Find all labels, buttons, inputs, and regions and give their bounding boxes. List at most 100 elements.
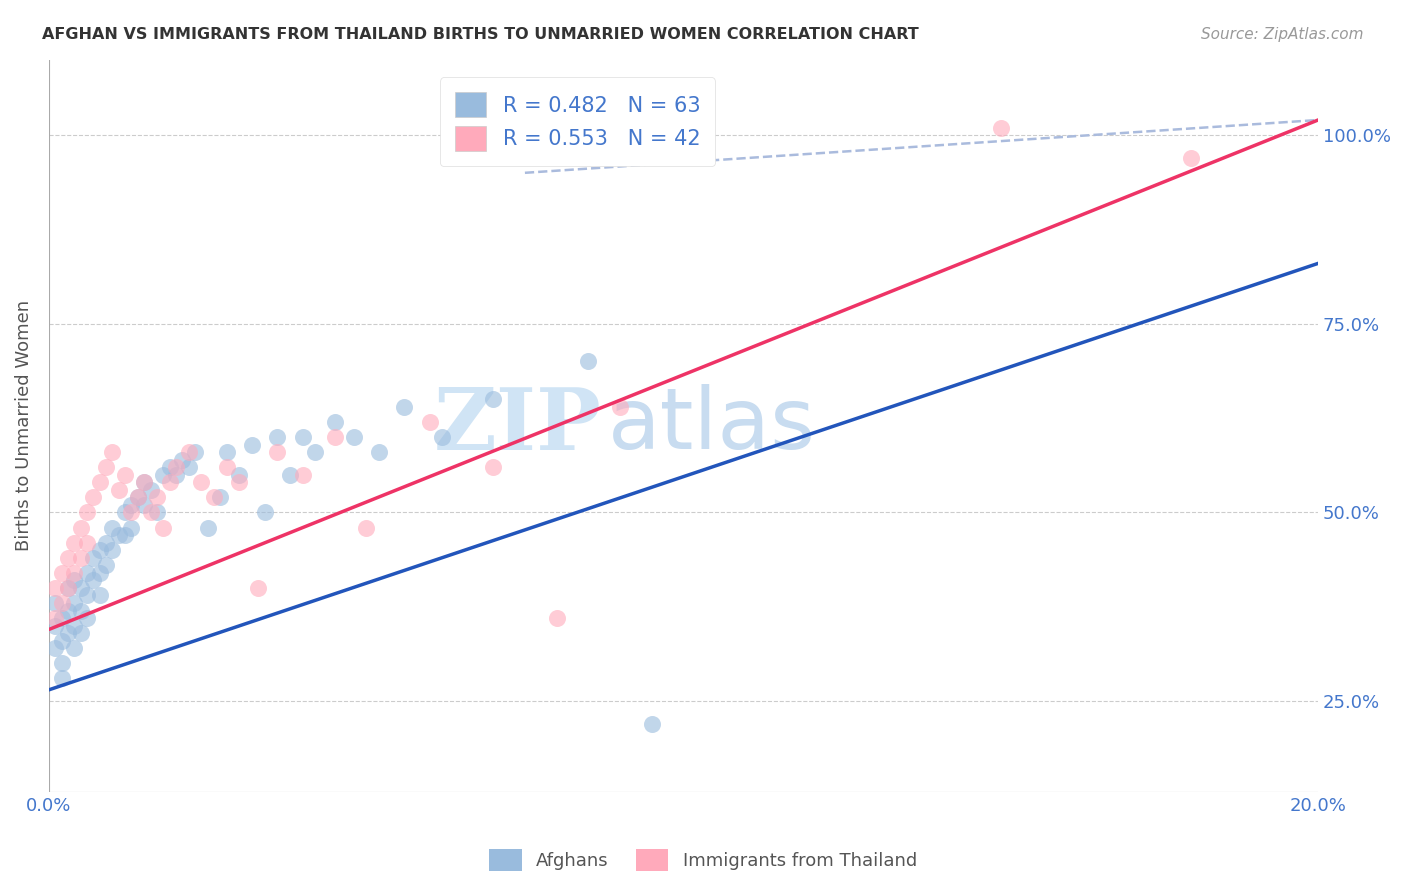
Point xyxy=(146,505,169,519)
Point xyxy=(51,657,73,671)
Point xyxy=(76,589,98,603)
Point xyxy=(94,460,117,475)
Point xyxy=(304,445,326,459)
Point xyxy=(266,445,288,459)
Point xyxy=(432,430,454,444)
Point xyxy=(63,574,86,588)
Point xyxy=(247,581,270,595)
Text: atlas: atlas xyxy=(607,384,815,467)
Point xyxy=(323,415,346,429)
Point xyxy=(127,491,149,505)
Point xyxy=(107,483,129,497)
Point xyxy=(69,550,91,565)
Point xyxy=(121,498,143,512)
Point xyxy=(291,467,314,482)
Point xyxy=(44,618,66,632)
Point xyxy=(69,603,91,617)
Point xyxy=(159,460,181,475)
Point xyxy=(253,505,276,519)
Point xyxy=(990,120,1012,135)
Point xyxy=(215,445,238,459)
Legend: R = 0.482   N = 63, R = 0.553   N = 42: R = 0.482 N = 63, R = 0.553 N = 42 xyxy=(440,78,714,166)
Point xyxy=(190,475,212,490)
Y-axis label: Births to Unmarried Women: Births to Unmarried Women xyxy=(15,300,32,551)
Point xyxy=(82,574,104,588)
Point xyxy=(101,520,124,534)
Point xyxy=(482,392,505,407)
Point xyxy=(63,618,86,632)
Point xyxy=(56,603,79,617)
Point xyxy=(278,467,301,482)
Point xyxy=(134,475,156,490)
Point xyxy=(146,491,169,505)
Point xyxy=(172,452,194,467)
Point xyxy=(1180,151,1202,165)
Legend: Afghans, Immigrants from Thailand: Afghans, Immigrants from Thailand xyxy=(482,842,924,879)
Point xyxy=(197,520,219,534)
Point xyxy=(576,354,599,368)
Point xyxy=(368,445,391,459)
Point xyxy=(63,535,86,549)
Text: AFGHAN VS IMMIGRANTS FROM THAILAND BIRTHS TO UNMARRIED WOMEN CORRELATION CHART: AFGHAN VS IMMIGRANTS FROM THAILAND BIRTH… xyxy=(42,27,920,42)
Point xyxy=(69,520,91,534)
Point xyxy=(89,543,111,558)
Point xyxy=(114,528,136,542)
Point xyxy=(44,596,66,610)
Point xyxy=(76,505,98,519)
Point xyxy=(134,475,156,490)
Point xyxy=(114,467,136,482)
Point xyxy=(228,475,250,490)
Point xyxy=(394,400,416,414)
Point xyxy=(323,430,346,444)
Point xyxy=(134,498,156,512)
Point xyxy=(76,566,98,580)
Point xyxy=(51,611,73,625)
Point xyxy=(152,467,174,482)
Point xyxy=(89,475,111,490)
Text: ZIP: ZIP xyxy=(433,384,600,467)
Point xyxy=(69,626,91,640)
Point xyxy=(184,445,207,459)
Point xyxy=(56,581,79,595)
Point xyxy=(44,581,66,595)
Point xyxy=(609,400,631,414)
Point xyxy=(177,460,200,475)
Point xyxy=(177,445,200,459)
Point xyxy=(94,558,117,573)
Point xyxy=(56,626,79,640)
Point xyxy=(63,566,86,580)
Point xyxy=(89,589,111,603)
Point xyxy=(63,641,86,656)
Point xyxy=(69,581,91,595)
Point xyxy=(356,520,378,534)
Point xyxy=(89,566,111,580)
Point xyxy=(101,543,124,558)
Point xyxy=(165,460,187,475)
Text: Source: ZipAtlas.com: Source: ZipAtlas.com xyxy=(1201,27,1364,42)
Point xyxy=(51,566,73,580)
Point xyxy=(56,550,79,565)
Point xyxy=(159,475,181,490)
Point xyxy=(114,505,136,519)
Point xyxy=(51,633,73,648)
Point xyxy=(121,520,143,534)
Point xyxy=(165,467,187,482)
Point xyxy=(101,445,124,459)
Point xyxy=(82,491,104,505)
Point xyxy=(209,491,232,505)
Point xyxy=(342,430,364,444)
Point xyxy=(419,415,441,429)
Point xyxy=(44,611,66,625)
Point xyxy=(107,528,129,542)
Point xyxy=(546,611,568,625)
Point xyxy=(94,535,117,549)
Point xyxy=(76,611,98,625)
Point xyxy=(127,491,149,505)
Point xyxy=(228,467,250,482)
Point xyxy=(291,430,314,444)
Point xyxy=(482,460,505,475)
Point xyxy=(240,437,263,451)
Point xyxy=(215,460,238,475)
Point xyxy=(51,596,73,610)
Point xyxy=(44,641,66,656)
